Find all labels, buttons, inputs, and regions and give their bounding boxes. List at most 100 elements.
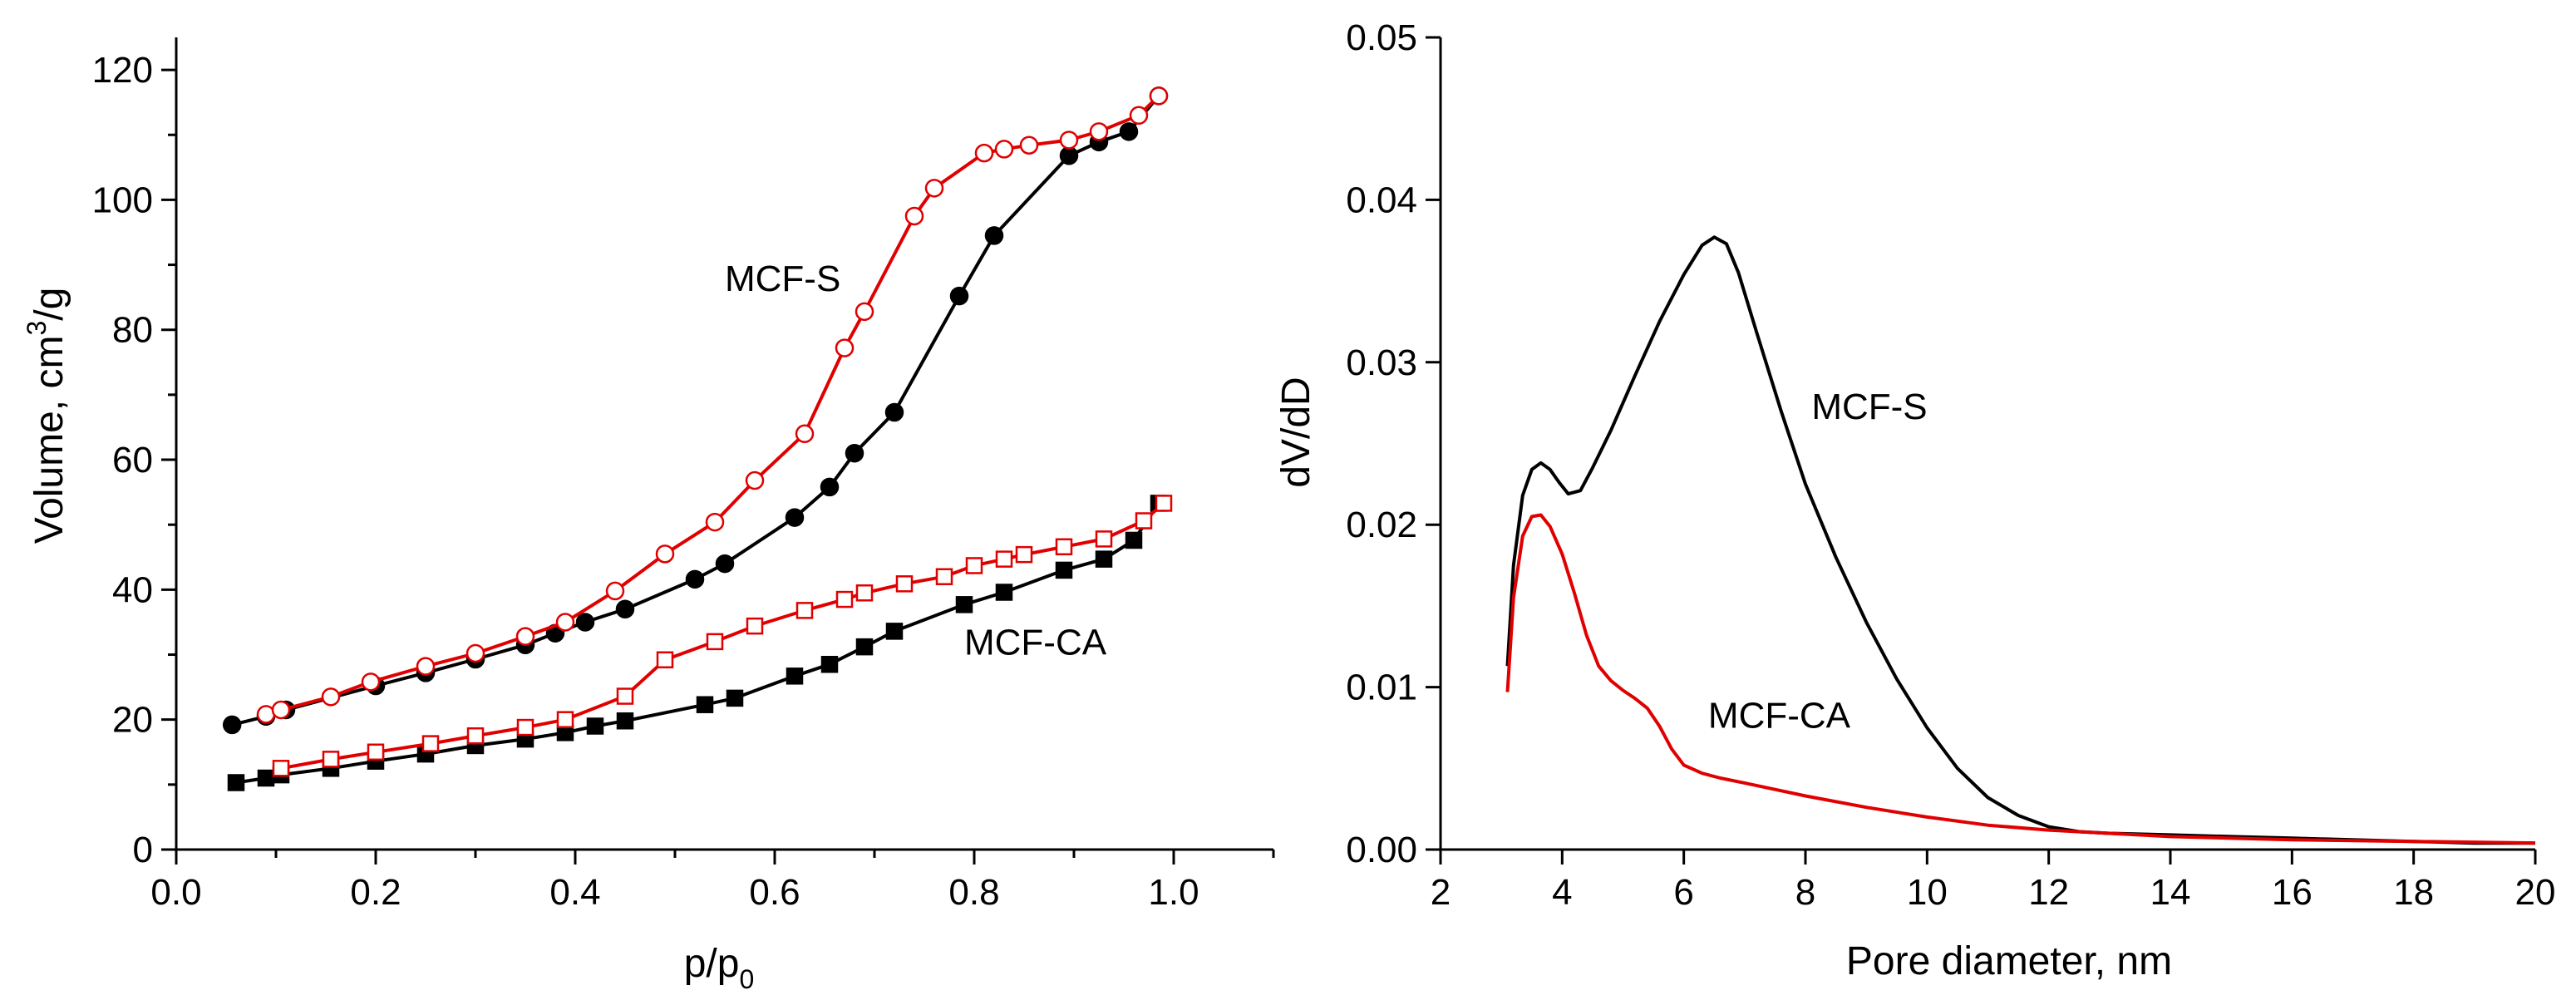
isotherm-data-point xyxy=(705,512,725,532)
isotherm-y-tick-label: 120 xyxy=(92,50,153,91)
isotherm-data-point xyxy=(696,696,714,713)
isotherm-y-tick-label: 100 xyxy=(92,180,153,220)
isotherm-data-point xyxy=(1055,538,1073,556)
isotherm-data-point xyxy=(465,643,485,663)
isotherm-data-point xyxy=(616,687,634,705)
isotherm-data-point xyxy=(974,143,994,163)
isotherm-data-point xyxy=(421,735,440,752)
isotherm-data-point xyxy=(556,711,574,728)
isotherm-annotation-mcf-ca: MCF-CA xyxy=(964,623,1107,663)
isotherm-data-point xyxy=(515,627,535,646)
pore-size-x-tick-label: 12 xyxy=(2028,872,2069,913)
isotherm-data-point xyxy=(1059,146,1079,165)
isotherm-data-point xyxy=(706,633,724,651)
isotherm-data-point xyxy=(1019,135,1039,155)
isotherm-data-point xyxy=(322,751,340,768)
isotherm-data-point xyxy=(655,544,675,564)
isotherm-data-point xyxy=(795,424,815,444)
isotherm-data-point xyxy=(321,687,341,707)
isotherm-y-axis-title-suffix: /g xyxy=(27,288,71,321)
isotherm-data-point xyxy=(1015,545,1033,564)
isotherm-y-axis-title-superscript: 3 xyxy=(22,321,52,336)
isotherm-data-point xyxy=(786,668,804,685)
isotherm-data-point xyxy=(984,226,1004,245)
isotherm-data-point xyxy=(995,550,1013,568)
isotherm-data-point xyxy=(685,569,705,589)
isotherm-data-point xyxy=(272,760,290,777)
isotherm-data-point xyxy=(726,689,744,707)
pore-size-annotation-mcf-s: MCF-S xyxy=(1811,387,1927,427)
isotherm-data-point xyxy=(1155,495,1173,512)
pore-size-annotation-mcf-ca: MCF-CA xyxy=(1708,695,1851,736)
isotherm-chart: 0.0 0.2 0.4 0.6 0.8 1.0 0 20 40 60 80 100 120 p/p0 V… xyxy=(22,37,1275,994)
isotherm-data-point xyxy=(615,599,635,619)
isotherm-data-point xyxy=(955,596,973,613)
isotherm-x-axis-title: p/p0 xyxy=(684,942,755,994)
isotherm-data-point xyxy=(885,623,904,640)
isotherm-series-line xyxy=(231,95,1160,727)
isotherm-data-point xyxy=(935,568,953,585)
pore-size-y-axis-title: dV/dD xyxy=(1274,377,1318,487)
isotherm-y-tick-label: 60 xyxy=(112,440,153,480)
isotherm-y-tick-label: 0 xyxy=(133,830,153,870)
isotherm-data-point xyxy=(745,470,765,490)
isotherm-x-tick-label: 0.6 xyxy=(749,872,800,913)
isotherm-data-point xyxy=(820,655,839,673)
pore-size-x-tick-label: 20 xyxy=(2515,872,2556,913)
isotherm-data-point xyxy=(835,338,855,357)
isotherm-data-point xyxy=(1055,561,1073,579)
isotherm-x-tick-label: 1.0 xyxy=(1148,872,1199,913)
isotherm-y-tick-label: 40 xyxy=(112,569,153,610)
pore-size-x-tick-label: 4 xyxy=(1552,872,1572,913)
isotherm-data-point xyxy=(616,712,634,730)
pore-size-series-line xyxy=(1505,513,2536,845)
isotherm-y-tick-label: 80 xyxy=(112,310,153,351)
pore-size-y-tick-label: 0.05 xyxy=(1346,17,1417,58)
isotherm-data-point xyxy=(605,581,625,601)
pore-size-x-tick-label: 18 xyxy=(2393,872,2434,913)
pore-size-x-tick-label: 2 xyxy=(1431,872,1451,913)
isotherm-data-point xyxy=(924,179,944,198)
isotherm-data-point xyxy=(367,743,385,761)
isotherm-data-point xyxy=(994,140,1014,159)
isotherm-data-point xyxy=(855,584,874,602)
pore-size-x-tick-label: 16 xyxy=(2272,872,2312,913)
isotherm-data-point xyxy=(1059,131,1079,150)
isotherm-data-point xyxy=(222,715,242,735)
isotherm-data-point xyxy=(845,443,864,463)
isotherm-data-point xyxy=(746,617,764,635)
pore-size-y-tick-label: 0.00 xyxy=(1346,830,1417,870)
isotherm-y-axis-title: Volume, cm3/g xyxy=(22,288,71,544)
isotherm-data-point xyxy=(715,554,735,574)
isotherm-data-point xyxy=(1135,512,1153,530)
pore-size-y-tick-label: 0.02 xyxy=(1346,505,1417,545)
isotherm-data-point xyxy=(361,672,381,692)
isotherm-data-point xyxy=(257,769,275,787)
isotherm-data-point xyxy=(895,575,914,593)
isotherm-x-tick-label: 0.2 xyxy=(350,872,401,913)
isotherm-data-point xyxy=(416,657,436,676)
pore-size-y-tick-label: 0.03 xyxy=(1346,342,1417,383)
pore-size-chart: 2 4 6 8 10 12 14 16 18 20 0.00 0.01 0.02 0.03 0.04 0.05… xyxy=(1274,17,2555,983)
isotherm-data-point xyxy=(1095,530,1113,548)
isotherm-data-point xyxy=(227,774,245,791)
pore-size-x-tick-label: 10 xyxy=(1907,872,1948,913)
isotherm-data-point xyxy=(884,402,904,422)
isotherm-data-point xyxy=(1095,550,1113,568)
isotherm-data-point xyxy=(1125,531,1143,549)
isotherm-x-axis-title-subscript: 0 xyxy=(739,964,754,994)
isotherm-y-tick-label: 20 xyxy=(112,700,153,741)
isotherm-x-tick-label: 0.8 xyxy=(948,872,999,913)
isotherm-data-point xyxy=(995,584,1013,601)
isotherm-annotation-mcf-s: MCF-S xyxy=(725,259,840,299)
pore-size-series-line xyxy=(1505,235,2535,845)
isotherm-data-point xyxy=(785,508,805,527)
isotherm-axes: 0.0 0.2 0.4 0.6 0.8 1.0 0 20 40 60 80 100 120 xyxy=(92,37,1275,913)
isotherm-x-tick-label: 0.0 xyxy=(150,872,201,913)
pore-size-x-tick-label: 6 xyxy=(1673,872,1693,913)
pore-size-x-tick-label: 14 xyxy=(2150,872,2191,913)
isotherm-data-point xyxy=(516,718,534,737)
pore-size-series-layer xyxy=(1505,235,2536,845)
isotherm-data-point xyxy=(466,727,485,745)
